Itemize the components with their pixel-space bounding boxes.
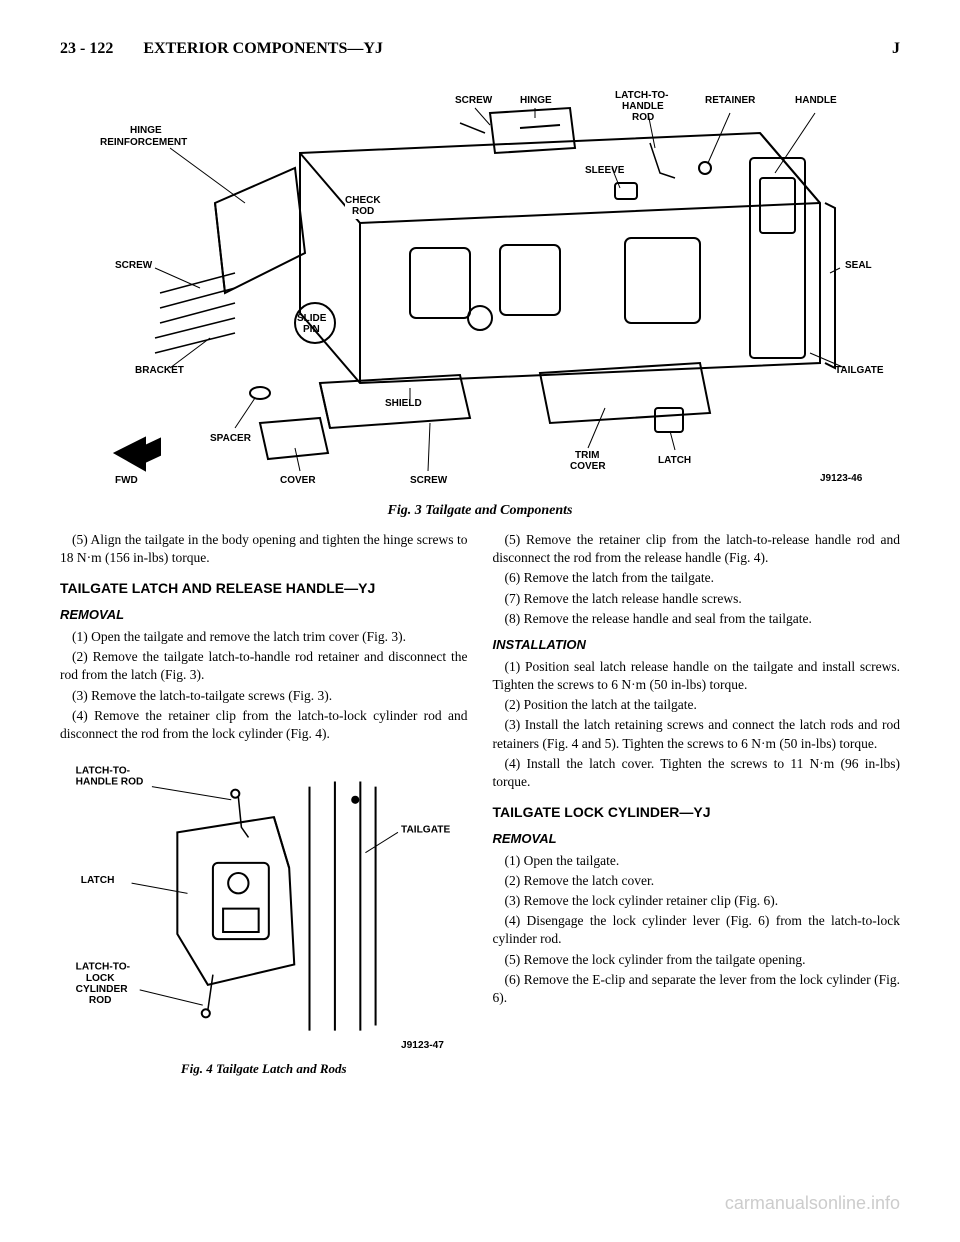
subheading-installation: INSTALLATION [493,636,901,654]
right-p1: (5) Remove the retainer clip from the la… [493,531,901,567]
left-p3: (2) Remove the tailgate latch-to-handle … [60,648,468,684]
label-spacer: SPACER [210,433,252,444]
right-p11: (3) Remove the lock cylinder retainer cl… [493,892,901,910]
left-column: (5) Align the tailgate in the body openi… [60,531,468,1078]
right-p2: (6) Remove the latch from the tailgate. [493,569,901,587]
header-left: 23 - 122 EXTERIOR COMPONENTS—YJ [60,40,403,58]
fig4-label-handle-rod: LATCH-TO-HANDLE ROD [76,766,144,788]
right-p4: (8) Remove the release handle and seal f… [493,610,901,628]
subheading-removal-1: REMOVAL [60,606,468,624]
label-latch-to-handle-rod: LATCH-TO-HANDLEROD [615,90,669,123]
label-hinge-reinforcement: HINGEREINFORCEMENT [100,125,187,148]
right-p8: (4) Install the latch cover. Tighten the… [493,755,901,791]
label-screw-bottom: SCREW [410,475,448,486]
right-p10: (2) Remove the latch cover. [493,872,901,890]
page-header: 23 - 122 EXTERIOR COMPONENTS—YJ J [60,40,900,58]
figure-4-svg: LATCH-TO-HANDLE ROD LATCH TAILGATE LATCH… [60,751,468,1056]
left-p1: (5) Align the tailgate in the body openi… [60,531,468,567]
left-p2: (1) Open the tailgate and remove the lat… [60,628,468,646]
label-trim-cover: TRIMCOVER [570,450,606,472]
heading-latch-release: TAILGATE LATCH AND RELEASE HANDLE—YJ [60,579,468,598]
heading-lock-cylinder: TAILGATE LOCK CYLINDER—YJ [493,803,901,822]
label-slide-pin: SLIDEPIN [297,313,327,335]
page-number: 23 - 122 [60,40,113,58]
fig4-label-tailgate: TAILGATE [401,825,450,836]
label-fwd: FWD [115,475,138,486]
right-p7: (3) Install the latch retaining screws a… [493,716,901,752]
fig4-ref: J9123-47 [401,1040,444,1051]
right-p14: (6) Remove the E-clip and separate the l… [493,971,901,1007]
right-p13: (5) Remove the lock cylinder from the ta… [493,951,901,969]
two-column-body: (5) Align the tailgate in the body openi… [60,531,900,1078]
figure-4-caption: Fig. 4 Tailgate Latch and Rods [60,1060,468,1078]
right-p5: (1) Position seal latch release handle o… [493,658,901,694]
subheading-removal-2: REMOVAL [493,830,901,848]
figure-3-caption: Fig. 3 Tailgate and Components [60,503,900,519]
label-screw-left: SCREW [115,260,153,271]
label-shield: SHIELD [385,398,422,409]
section-title: EXTERIOR COMPONENTS—YJ [143,40,393,58]
label-tailgate: TAILGATE [835,365,884,376]
figure-3-svg: HINGEREINFORCEMENT SCREW HINGE LATCH-TO-… [60,73,900,493]
label-sleeve: SLEEVE [585,165,625,176]
right-p3: (7) Remove the latch release handle scre… [493,590,901,608]
label-latch: LATCH [658,455,691,466]
label-screw-top: SCREW [455,95,493,106]
right-p9: (1) Open the tailgate. [493,852,901,870]
label-seal: SEAL [845,260,872,271]
left-p4: (3) Remove the latch-to-tailgate screws … [60,687,468,705]
label-retainer: RETAINER [705,95,756,106]
left-p5: (4) Remove the retainer clip from the la… [60,707,468,743]
right-p6: (2) Position the latch at the tailgate. [493,696,901,714]
watermark: carmanualsonline.info [725,1193,900,1214]
right-column: (5) Remove the retainer clip from the la… [493,531,901,1078]
figure-4: LATCH-TO-HANDLE ROD LATCH TAILGATE LATCH… [60,751,468,1056]
label-bracket: BRACKET [135,365,184,376]
label-handle: HANDLE [795,95,837,106]
manual-code: J [892,40,900,58]
fig4-label-latch: LATCH [81,875,115,886]
label-cover: COVER [280,475,316,486]
fig4-label-lock-rod: LATCH-TO-LOCKCYLINDERROD [76,962,130,1007]
right-p12: (4) Disengage the lock cylinder lever (F… [493,912,901,948]
label-hinge: HINGE [520,95,552,106]
label-ref3: J9123-46 [820,473,863,484]
figure-3: HINGEREINFORCEMENT SCREW HINGE LATCH-TO-… [60,73,900,493]
